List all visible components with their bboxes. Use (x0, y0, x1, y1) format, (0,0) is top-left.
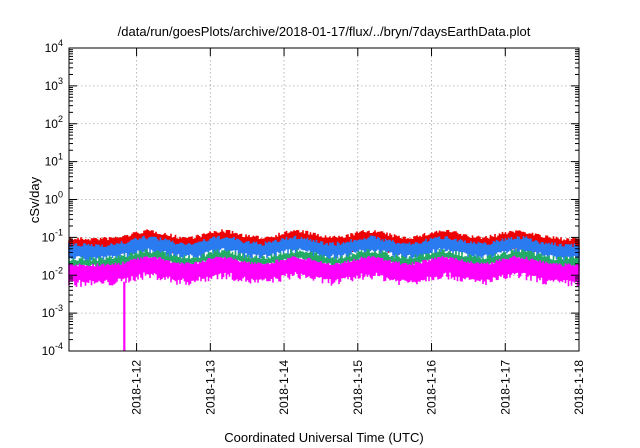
y-tick-label: 10-4 (42, 341, 63, 358)
x-tick-label: 2018-1-13 (203, 360, 217, 415)
y-tick-label: 10-3 (42, 303, 63, 320)
y-tick-label: 100 (45, 190, 63, 207)
x-tick-label: 2018-1-15 (351, 360, 365, 415)
y-tick-label: 104 (45, 38, 63, 55)
x-axis-label: Coordinated Universal Time (UTC) (224, 430, 423, 445)
y-tick-label: 10-1 (42, 227, 63, 244)
y-axis-label: cSv/day (27, 176, 42, 223)
x-tick-label: 2018-1-12 (130, 360, 144, 415)
plot-frame (68, 47, 580, 352)
y-tick-label: 10-2 (42, 265, 63, 282)
chart-title: /data/run/goesPlots/archive/2018-01-17/f… (118, 24, 531, 39)
x-tick-label: 2018-1-18 (572, 360, 586, 415)
y-tick-label: 102 (45, 114, 63, 131)
y-tick-label: 101 (45, 152, 63, 169)
grid (69, 48, 579, 351)
axis-ticks: 10-4 10-3 10-2 10-1 100 101 102 103 104 2018-1-12… (42, 38, 586, 415)
x-tick-label: 2018-1-16 (425, 360, 439, 415)
x-tick-label: 2018-1-17 (498, 360, 512, 415)
series-group (68, 229, 580, 351)
y-tick-label: 103 (45, 76, 63, 93)
x-tick-label: 2018-1-14 (277, 360, 291, 415)
